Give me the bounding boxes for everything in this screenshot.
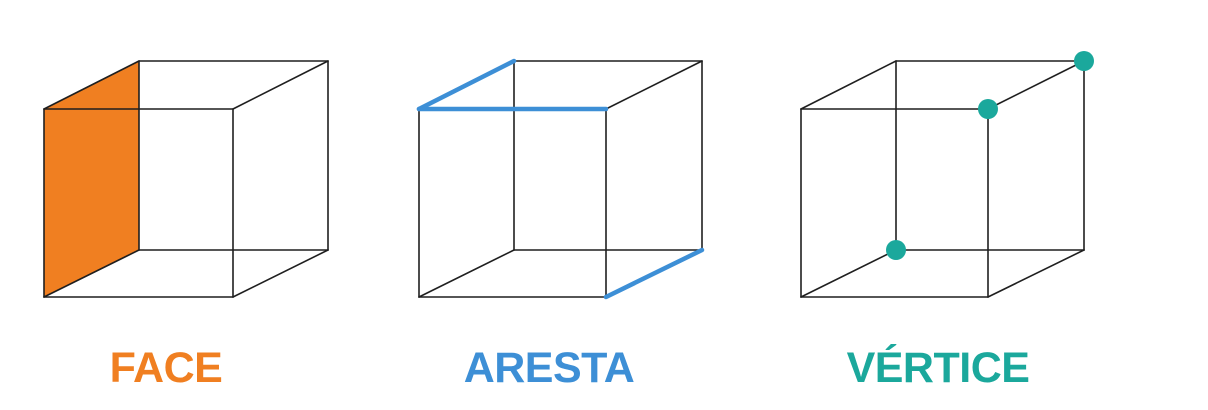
aresta-panel: ARESTA xyxy=(416,58,705,392)
face-panel: FACE xyxy=(43,60,329,392)
vertex-dot-top-front-right xyxy=(978,99,998,119)
cube-vertice-wireframe xyxy=(800,60,1085,298)
highlighted-edges xyxy=(416,58,705,300)
highlighted-face xyxy=(44,61,139,297)
vertice-label: VÉRTICE xyxy=(847,344,1030,392)
vertex-dot-bottom-back-left xyxy=(886,240,906,260)
face-label: FACE xyxy=(110,344,223,392)
highlighted-edge-top-left xyxy=(416,58,517,112)
highlighted-edge-bottom-right xyxy=(603,247,705,300)
cube-face-wireframe xyxy=(43,60,329,298)
vertex-dot-top-back-right xyxy=(1074,51,1094,71)
highlighted-vertices xyxy=(886,51,1094,260)
cube-aresta-wireframe xyxy=(418,60,703,298)
aresta-label: ARESTA xyxy=(464,344,635,392)
vertice-panel: VÉRTICE xyxy=(800,51,1094,392)
